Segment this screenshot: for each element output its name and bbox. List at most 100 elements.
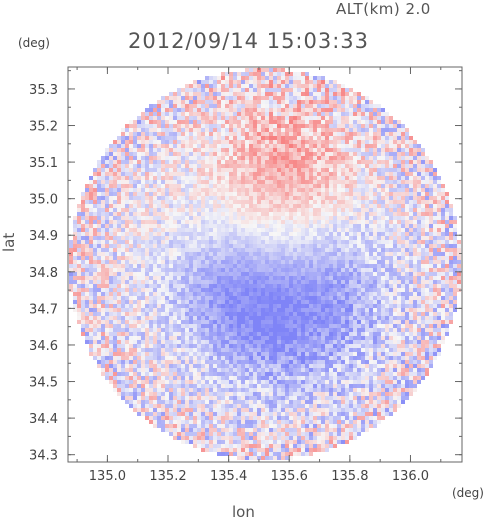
heatmap-cell (213, 228, 217, 232)
heatmap-cell (233, 296, 237, 300)
heatmap-cell (381, 236, 385, 240)
heatmap-cell (161, 240, 165, 244)
heatmap-cell (177, 144, 181, 148)
heatmap-cell (377, 212, 381, 216)
heatmap-cell (245, 88, 249, 92)
heatmap-cell (369, 236, 373, 240)
heatmap-cell (309, 276, 313, 280)
heatmap-cell (417, 252, 421, 256)
heatmap-cell (345, 140, 349, 144)
heatmap-cell (393, 172, 397, 176)
heatmap-cell (245, 252, 249, 256)
heatmap-cell (77, 236, 81, 240)
heatmap-cell (169, 164, 173, 168)
heatmap-cell (337, 180, 341, 184)
heatmap-cell (109, 208, 113, 212)
heatmap-cell (401, 152, 405, 156)
heatmap-cell (241, 92, 245, 96)
heatmap-cell (249, 68, 253, 72)
heatmap-cell (105, 200, 109, 204)
heatmap-cell (421, 292, 425, 296)
heatmap-cell (169, 196, 173, 200)
heatmap-cell (229, 136, 233, 140)
heatmap-cell (205, 108, 209, 112)
heatmap-cell (201, 176, 205, 180)
heatmap-cell (129, 304, 133, 308)
heatmap-cell (169, 92, 173, 96)
heatmap-cell (281, 140, 285, 144)
heatmap-cell (329, 180, 333, 184)
heatmap-cell (109, 196, 113, 200)
heatmap-cell (113, 312, 117, 316)
heatmap-cell (309, 140, 313, 144)
heatmap-cell (141, 208, 145, 212)
heatmap-cell (97, 272, 101, 276)
heatmap-cell (393, 188, 397, 192)
heatmap-cell (213, 140, 217, 144)
heatmap-cell (293, 128, 297, 132)
heatmap-cell (209, 180, 213, 184)
heatmap-cell (89, 188, 93, 192)
heatmap-cell (113, 232, 117, 236)
heatmap-cell (389, 200, 393, 204)
heatmap-cell (153, 148, 157, 152)
heatmap-cell (229, 300, 233, 304)
heatmap-cell (85, 228, 89, 232)
heatmap-cell (185, 112, 189, 116)
heatmap-cell (225, 192, 229, 196)
heatmap-cell (325, 200, 329, 204)
heatmap-cell (389, 296, 393, 300)
heatmap-cell (153, 172, 157, 176)
heatmap-cell (297, 192, 301, 196)
heatmap-cell (289, 264, 293, 268)
heatmap-cell (457, 244, 461, 248)
heatmap-cell (253, 304, 257, 308)
heatmap-cell (225, 292, 229, 296)
heatmap-cell (165, 172, 169, 176)
heatmap-cell (349, 308, 353, 312)
heatmap-cell (381, 112, 385, 116)
heatmap-cell (229, 140, 233, 144)
heatmap-cell (373, 140, 377, 144)
heatmap-cell (377, 220, 381, 224)
heatmap-cell (261, 84, 265, 88)
heatmap-cell (289, 308, 293, 312)
heatmap-cell (429, 276, 433, 280)
heatmap-cell (433, 244, 437, 248)
heatmap-cell (157, 308, 161, 312)
heatmap-cell (453, 224, 457, 228)
heatmap-cell (301, 128, 305, 132)
heatmap-cell (325, 212, 329, 216)
heatmap-cell (169, 120, 173, 124)
heatmap-cell (201, 112, 205, 116)
heatmap-cell (161, 140, 165, 144)
heatmap-cell (437, 272, 441, 276)
heatmap-cell (217, 96, 221, 100)
heatmap-cell (321, 312, 325, 316)
heatmap-cell (297, 124, 301, 128)
heatmap-cell (245, 100, 249, 104)
heatmap-cell (197, 284, 201, 288)
heatmap-cell (141, 268, 145, 272)
heatmap-cell (205, 184, 209, 188)
heatmap-cell (333, 296, 337, 300)
heatmap-cell (265, 100, 269, 104)
heatmap-cell (101, 236, 105, 240)
heatmap-cell (217, 156, 221, 160)
heatmap-cell (181, 312, 185, 316)
heatmap-cell (261, 232, 265, 236)
heatmap-cell (169, 312, 173, 316)
heatmap-cell (357, 168, 361, 172)
heatmap-cell (177, 180, 181, 184)
heatmap-cell (193, 168, 197, 172)
heatmap-cell (73, 308, 77, 312)
heatmap-cell (345, 276, 349, 280)
heatmap-cell (281, 272, 285, 276)
heatmap-cell (97, 184, 101, 188)
heatmap-cell (325, 252, 329, 256)
heatmap-cell (209, 152, 213, 156)
heatmap-cell (85, 308, 89, 312)
heatmap-cell (329, 204, 333, 208)
heatmap-cell (129, 292, 133, 296)
heatmap-cell (289, 292, 293, 296)
